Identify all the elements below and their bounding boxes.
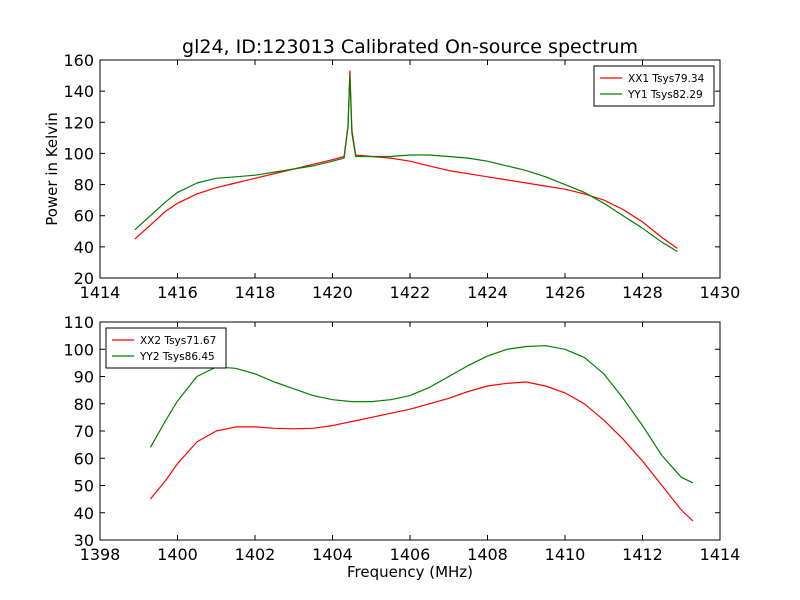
x-tick-label: 1404 [312, 545, 353, 564]
x-tick-label: 1402 [235, 545, 276, 564]
x-tick-label: 1398 [80, 545, 121, 564]
legend: XX1 Tsys79.34 YY1 Tsys82.29 [593, 65, 715, 107]
y-tick-label: 100 [63, 340, 94, 359]
bottom-spectrum-plot: 1398 1400 1402 1404 1406 1408 1410 1412 1414 30 40… [63, 313, 740, 581]
x-tick-label: 1424 [467, 283, 508, 302]
y-tick-label: 100 [63, 144, 94, 163]
x-tick-label: 1412 [622, 545, 663, 564]
legend: XX2 Tsys71.67 YY2 Tsys86.45 [105, 327, 227, 369]
y-tick-label: 80 [74, 395, 94, 414]
x-tick-label: 1410 [545, 545, 586, 564]
x-tick-label: 1420 [312, 283, 353, 302]
series-line-xx1 [134, 70, 678, 249]
chart-title: gl24, ID:123013 Calibrated On-source spe… [182, 36, 638, 58]
x-tick-label: 1408 [467, 545, 508, 564]
legend-entry: XX1 Tsys79.34 [628, 73, 705, 85]
y-axis-label: Power in Kelvin [43, 112, 61, 226]
x-tick-label: 1414 [80, 283, 121, 302]
y-tick-label: 140 [63, 82, 94, 101]
y-tick-label: 80 [74, 176, 94, 195]
series-line-yy1 [134, 74, 678, 253]
y-tick-label: 70 [74, 422, 94, 441]
x-tick-label: 1414 [700, 545, 741, 564]
x-tick-label: 1418 [235, 283, 276, 302]
y-tick-label: 30 [74, 531, 94, 550]
legend-entry: XX2 Tsys71.67 [140, 335, 216, 347]
y-tick-label: 40 [74, 504, 94, 523]
y-tick-label: 60 [74, 449, 94, 468]
x-tick-label: 1422 [390, 283, 431, 302]
y-tick-label: 160 [63, 51, 94, 70]
legend-box [105, 327, 227, 369]
top-spectrum-plot: 1414 1416 1418 1420 1422 1424 1426 1428 1430 20 40… [43, 51, 740, 302]
x-axis-label: Frequency (MHz) [347, 563, 473, 581]
y-tick-label: 40 [74, 238, 94, 257]
x-tick-label: 1426 [545, 283, 586, 302]
x-tick-label: 1430 [700, 283, 741, 302]
y-tick-label: 50 [74, 477, 94, 496]
x-tick-label: 1428 [622, 283, 663, 302]
series-line-yy2 [149, 345, 694, 484]
series-line-xx2 [149, 381, 694, 522]
legend-box [593, 65, 715, 107]
y-tick-label: 90 [74, 368, 94, 387]
x-tick-label: 1406 [390, 545, 431, 564]
legend-entry: YY2 Tsys86.45 [139, 351, 215, 363]
x-tick-label: 1400 [157, 545, 198, 564]
y-tick-label: 110 [63, 313, 94, 332]
y-tick-label: 20 [74, 269, 94, 288]
x-tick-label: 1416 [157, 283, 198, 302]
y-tick-label: 60 [74, 207, 94, 226]
y-tick-label: 120 [63, 113, 94, 132]
legend-entry: YY1 Tsys82.29 [627, 89, 703, 101]
